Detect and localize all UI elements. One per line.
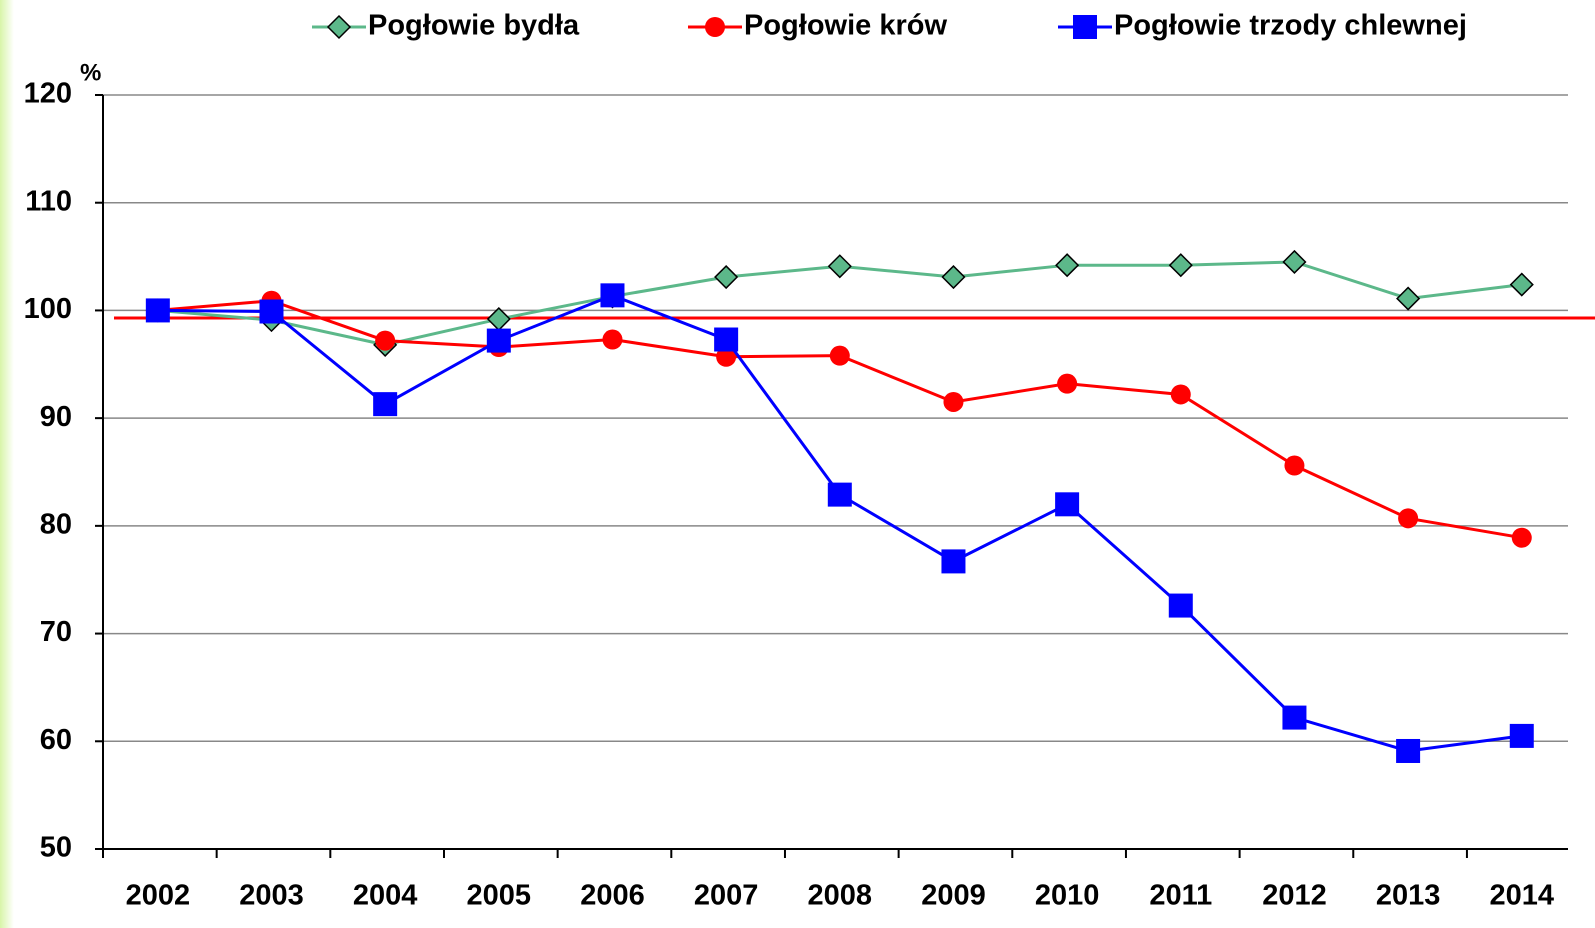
marker (943, 391, 964, 412)
marker (486, 306, 511, 332)
x-tick-label: 2013 (1376, 880, 1441, 912)
y-tick-label: 120 (24, 78, 72, 110)
y-axis-label: % (80, 59, 101, 86)
marker (1168, 253, 1193, 278)
marker (373, 392, 398, 417)
marker (1396, 286, 1421, 311)
marker (1057, 373, 1078, 394)
x-tick-label: 2002 (126, 880, 191, 912)
x-tick-label: 2004 (353, 880, 418, 912)
marker (1509, 723, 1534, 748)
marker (1284, 455, 1305, 476)
marker (375, 330, 396, 351)
marker (714, 327, 739, 352)
y-tick-label: 80 (40, 509, 72, 541)
marker (326, 14, 352, 40)
marker (941, 549, 966, 574)
legend-label: Pogłowie krów (744, 10, 947, 42)
y-tick-label: 90 (40, 401, 72, 433)
marker (486, 328, 511, 353)
marker (1055, 492, 1080, 517)
x-tick-label: 2010 (1035, 880, 1100, 912)
marker (1509, 272, 1534, 297)
marker (827, 254, 852, 279)
marker (1282, 705, 1307, 730)
y-tick-label: 100 (24, 293, 72, 325)
marker (145, 298, 170, 323)
marker (716, 346, 737, 367)
marker (1511, 527, 1532, 548)
x-tick-label: 2007 (694, 880, 759, 912)
legend-label: Pogłowie bydła (368, 10, 580, 42)
x-tick-label: 2011 (1149, 880, 1212, 912)
y-tick-label: 110 (25, 185, 72, 217)
x-tick-label: 2006 (580, 880, 645, 912)
marker (1282, 249, 1307, 275)
x-tick-label: 2003 (239, 880, 304, 912)
marker (1073, 15, 1097, 39)
marker (600, 283, 625, 308)
y-tick-label: 60 (40, 724, 72, 756)
edge-strip (0, 0, 14, 928)
marker (1396, 738, 1421, 763)
marker (1398, 508, 1419, 529)
x-tick-label: 2014 (1490, 880, 1555, 912)
x-tick-label: 2005 (467, 880, 532, 912)
marker (827, 482, 852, 507)
marker (705, 17, 725, 37)
marker (829, 345, 850, 366)
y-tick-label: 70 (40, 616, 72, 648)
marker (1168, 593, 1193, 618)
x-tick-label: 2012 (1262, 880, 1327, 912)
x-tick-label: 2009 (921, 880, 986, 912)
y-tick-label: 50 (40, 832, 72, 864)
legend-label: Pogłowie trzody chlewnej (1114, 10, 1467, 42)
marker (1055, 253, 1080, 278)
marker (259, 299, 284, 324)
marker (602, 329, 623, 350)
x-tick-label: 2008 (808, 880, 873, 912)
marker (941, 264, 966, 290)
marker (1170, 384, 1191, 405)
marker (714, 264, 739, 290)
